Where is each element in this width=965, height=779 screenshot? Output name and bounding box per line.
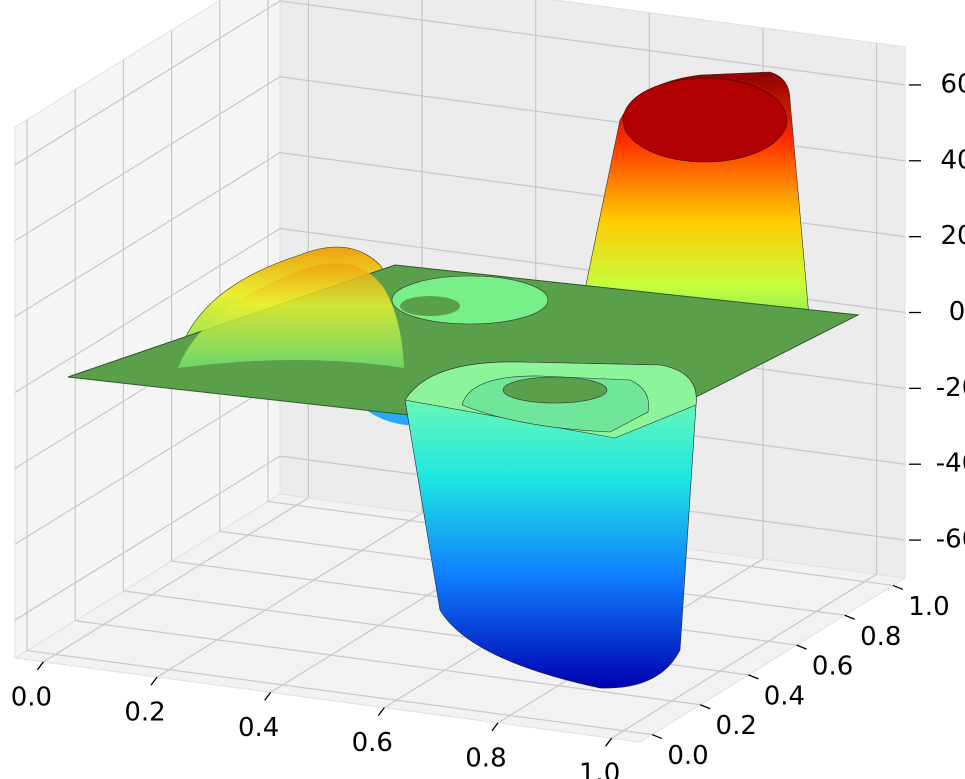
x-tick (150, 676, 158, 686)
z-tick-label: -40 (936, 449, 965, 479)
y-tick (651, 733, 663, 740)
x-tick (377, 707, 385, 717)
y-tick-label: 1.0 (908, 592, 949, 622)
x-tick-label: 0.6 (352, 728, 393, 758)
y-tick-label: 0.6 (812, 652, 853, 682)
x-tick (491, 722, 499, 732)
x-tick-label: 0.4 (238, 713, 279, 743)
grid-line (26, 649, 653, 736)
x-tick-label: 0.2 (124, 698, 165, 728)
z-tick-label: 60 (940, 69, 965, 99)
x-tick-label: 0.0 (11, 682, 52, 712)
grid-line (279, 76, 906, 162)
z-tick-label: 0 (949, 297, 965, 327)
side-pane (14, 0, 281, 659)
x-tick-label: 1.0 (579, 759, 620, 779)
x-tick (264, 691, 272, 701)
grid-line (156, 512, 423, 678)
surface-dome-front (178, 263, 404, 368)
y-tick-label: 0.2 (716, 711, 757, 741)
grid-line (14, 0, 281, 166)
grid-line (279, 0, 906, 86)
x-tick (605, 737, 613, 747)
z-tick-label: -60 (936, 525, 965, 555)
z-tick-label: 40 (940, 145, 965, 175)
axes: 0.00.20.40.60.81.00.00.20.40.60.81.0-60-… (11, 69, 965, 779)
y-tick-label: 0.0 (667, 741, 708, 771)
grid-line (75, 620, 701, 706)
grid-line (611, 573, 877, 739)
y-tick (844, 614, 856, 620)
grid-line (14, 76, 281, 242)
x-tick (36, 661, 44, 671)
y-tick (699, 704, 711, 710)
y-tick (796, 644, 807, 650)
y-tick (748, 674, 759, 680)
surface-pillar-top (622, 77, 788, 163)
y-tick (892, 584, 904, 591)
grid-line (43, 497, 309, 663)
surface (67, 71, 860, 689)
grid-line (14, 152, 281, 318)
grid-line (14, 227, 281, 394)
surface-well-center (502, 376, 608, 404)
z-tick-label: 20 (940, 221, 965, 251)
y-tick-label: 0.8 (860, 622, 901, 652)
x-tick-label: 0.8 (465, 743, 506, 773)
grid-line (14, 455, 281, 621)
grid-line (14, 379, 281, 545)
y-tick-label: 0.4 (764, 681, 805, 711)
surface-ring-inner (400, 296, 460, 316)
z-tick-label: -20 (936, 373, 965, 403)
